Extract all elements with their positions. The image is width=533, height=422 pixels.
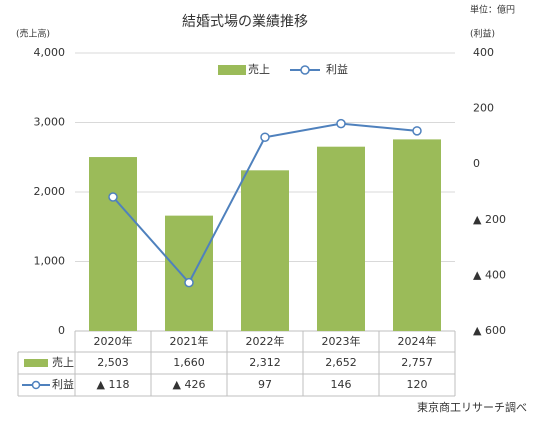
y2-axis-label: (利益) (470, 28, 495, 40)
marker (184, 277, 194, 288)
table-cell: 2,652 (325, 356, 357, 369)
y-tick-label: 1,000 (34, 255, 66, 268)
marker (412, 126, 422, 136)
y2-tick-label: 200 (473, 102, 494, 115)
bar (393, 139, 441, 331)
x-tick-label: 2023年 (322, 334, 361, 348)
table-cell: 2,312 (249, 356, 281, 369)
y2-tick-label: ▲ 600 (473, 324, 506, 337)
y2-tick-label: 400 (473, 46, 494, 59)
bar (317, 146, 365, 331)
bar (241, 170, 289, 331)
marker (336, 118, 346, 129)
bar (165, 215, 213, 331)
legend-key (218, 65, 246, 75)
table-row-label: 売上 (52, 356, 74, 369)
y2-tick-label: 0 (473, 157, 480, 170)
table-cell: 2,757 (401, 356, 433, 369)
x-tick-label: 2024年 (398, 334, 437, 348)
legend-key (300, 65, 310, 75)
y-axis-label: (売上高) (16, 28, 50, 40)
table-cell: 2,503 (97, 356, 129, 369)
legend-label: 売上 (248, 63, 270, 76)
marker (108, 192, 118, 202)
legend-label: 利益 (326, 62, 348, 76)
bar (89, 157, 137, 331)
x-tick-label: 2020年 (94, 334, 133, 348)
table-cell: 97 (258, 378, 272, 391)
table-cell: 1,660 (173, 356, 205, 369)
y2-tick-label: ▲ 200 (473, 213, 506, 226)
y-tick-label: 0 (58, 324, 65, 337)
chart-title: 結婚式場の業績推移 (182, 14, 308, 30)
table-cell: ▲ 426 (173, 378, 206, 391)
table-row-label: 利益 (52, 377, 74, 391)
y-tick-label: 3,000 (34, 116, 66, 129)
x-tick-label: 2022年 (246, 334, 285, 348)
table-key (24, 359, 48, 367)
marker (260, 132, 270, 142)
table-cell: ▲ 118 (97, 378, 130, 391)
y2-tick-label: ▲ 400 (473, 268, 506, 281)
table-cell: 120 (407, 378, 428, 391)
table-key (31, 380, 41, 390)
unit-note: 単位：億円 (470, 4, 515, 16)
x-tick-label: 2021年 (170, 334, 209, 348)
y-tick-label: 4,000 (34, 46, 66, 59)
table-cell: 146 (331, 378, 352, 391)
source: 東京商工リサーチ調べ (417, 400, 527, 414)
y-tick-label: 2,000 (34, 185, 66, 198)
